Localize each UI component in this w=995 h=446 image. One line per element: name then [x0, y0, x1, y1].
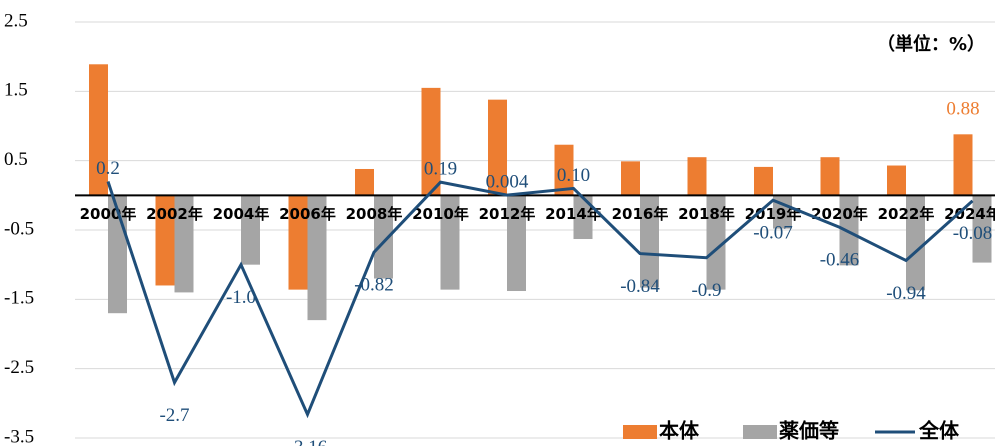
- data-label: -0.46: [820, 250, 860, 271]
- bar: [687, 157, 707, 196]
- bar: [906, 195, 925, 291]
- data-label: -0.94: [886, 283, 926, 304]
- bar: [355, 168, 374, 196]
- unit-note: （単位：%）: [877, 33, 985, 55]
- data-label: 0.2: [96, 158, 120, 179]
- y-tick-label: -3.5: [4, 426, 34, 446]
- legend-label: 本体: [659, 419, 700, 443]
- x-tick-label: 2014年: [545, 205, 602, 223]
- data-label: -2.7: [159, 405, 189, 426]
- data-label: -0.82: [354, 275, 394, 296]
- x-tick-label: 2019年: [745, 205, 802, 223]
- bar: [307, 195, 327, 321]
- data-label: -0.08: [953, 223, 993, 244]
- y-tick-label: 2.5: [4, 10, 28, 31]
- bar: [706, 195, 726, 290]
- line-series: [106, 180, 974, 419]
- data-label: -0.84: [620, 276, 660, 297]
- bar: [621, 161, 640, 196]
- bar: [972, 195, 992, 263]
- data-label: -0.9: [691, 280, 721, 301]
- data-label: -1.0: [226, 287, 256, 308]
- bar: [953, 134, 973, 196]
- y-tick-label: -1.5: [4, 288, 34, 309]
- bar: [241, 195, 260, 265]
- x-tick-label: 2004年: [213, 205, 270, 223]
- legend-label: 薬価等: [779, 419, 839, 443]
- bar: [421, 87, 441, 196]
- data-label: -0.07: [753, 223, 793, 244]
- x-tick-label: 2002年: [146, 205, 203, 223]
- bar: [89, 64, 108, 196]
- y-tick-label: -0.5: [4, 218, 34, 239]
- bar: [155, 195, 175, 286]
- data-label: 0.10: [557, 165, 590, 186]
- bar: [573, 195, 593, 240]
- bar: [640, 195, 659, 288]
- bar: [174, 195, 194, 293]
- y-tick-label: -2.5: [4, 357, 34, 378]
- bar: [887, 165, 906, 196]
- x-tick-label: 2018年: [678, 205, 735, 223]
- data-label: 0.004: [486, 171, 529, 192]
- x-tick-label: 2024年: [944, 205, 995, 223]
- data-label: -3.16: [288, 437, 328, 446]
- x-tick-label: 2008年: [346, 205, 403, 223]
- x-tick-label: 2016年: [612, 205, 669, 223]
- bar: [488, 99, 507, 196]
- x-tick-label: 2012年: [479, 205, 536, 223]
- x-tick-label: 2000年: [80, 205, 137, 223]
- legend-swatch: [743, 425, 777, 439]
- y-tick-label: 0.5: [4, 149, 28, 170]
- bar: [440, 195, 460, 290]
- bar: [554, 144, 574, 196]
- y-tick-label: 1.5: [4, 80, 28, 101]
- bar: [820, 157, 840, 196]
- bar: [507, 195, 526, 292]
- legend-swatch: [623, 425, 657, 439]
- bar: [374, 195, 393, 279]
- x-tick-label: 2006年: [279, 205, 336, 223]
- data-label: 0.19: [424, 159, 457, 180]
- x-tick-label: 2020年: [811, 205, 868, 223]
- data-label: 0.88: [946, 99, 979, 120]
- bar: [288, 195, 308, 290]
- x-tick-label: 2022年: [878, 205, 935, 223]
- legend-label: 全体: [918, 419, 960, 443]
- bar: [754, 166, 773, 196]
- x-tick-label: 2010年: [412, 205, 469, 223]
